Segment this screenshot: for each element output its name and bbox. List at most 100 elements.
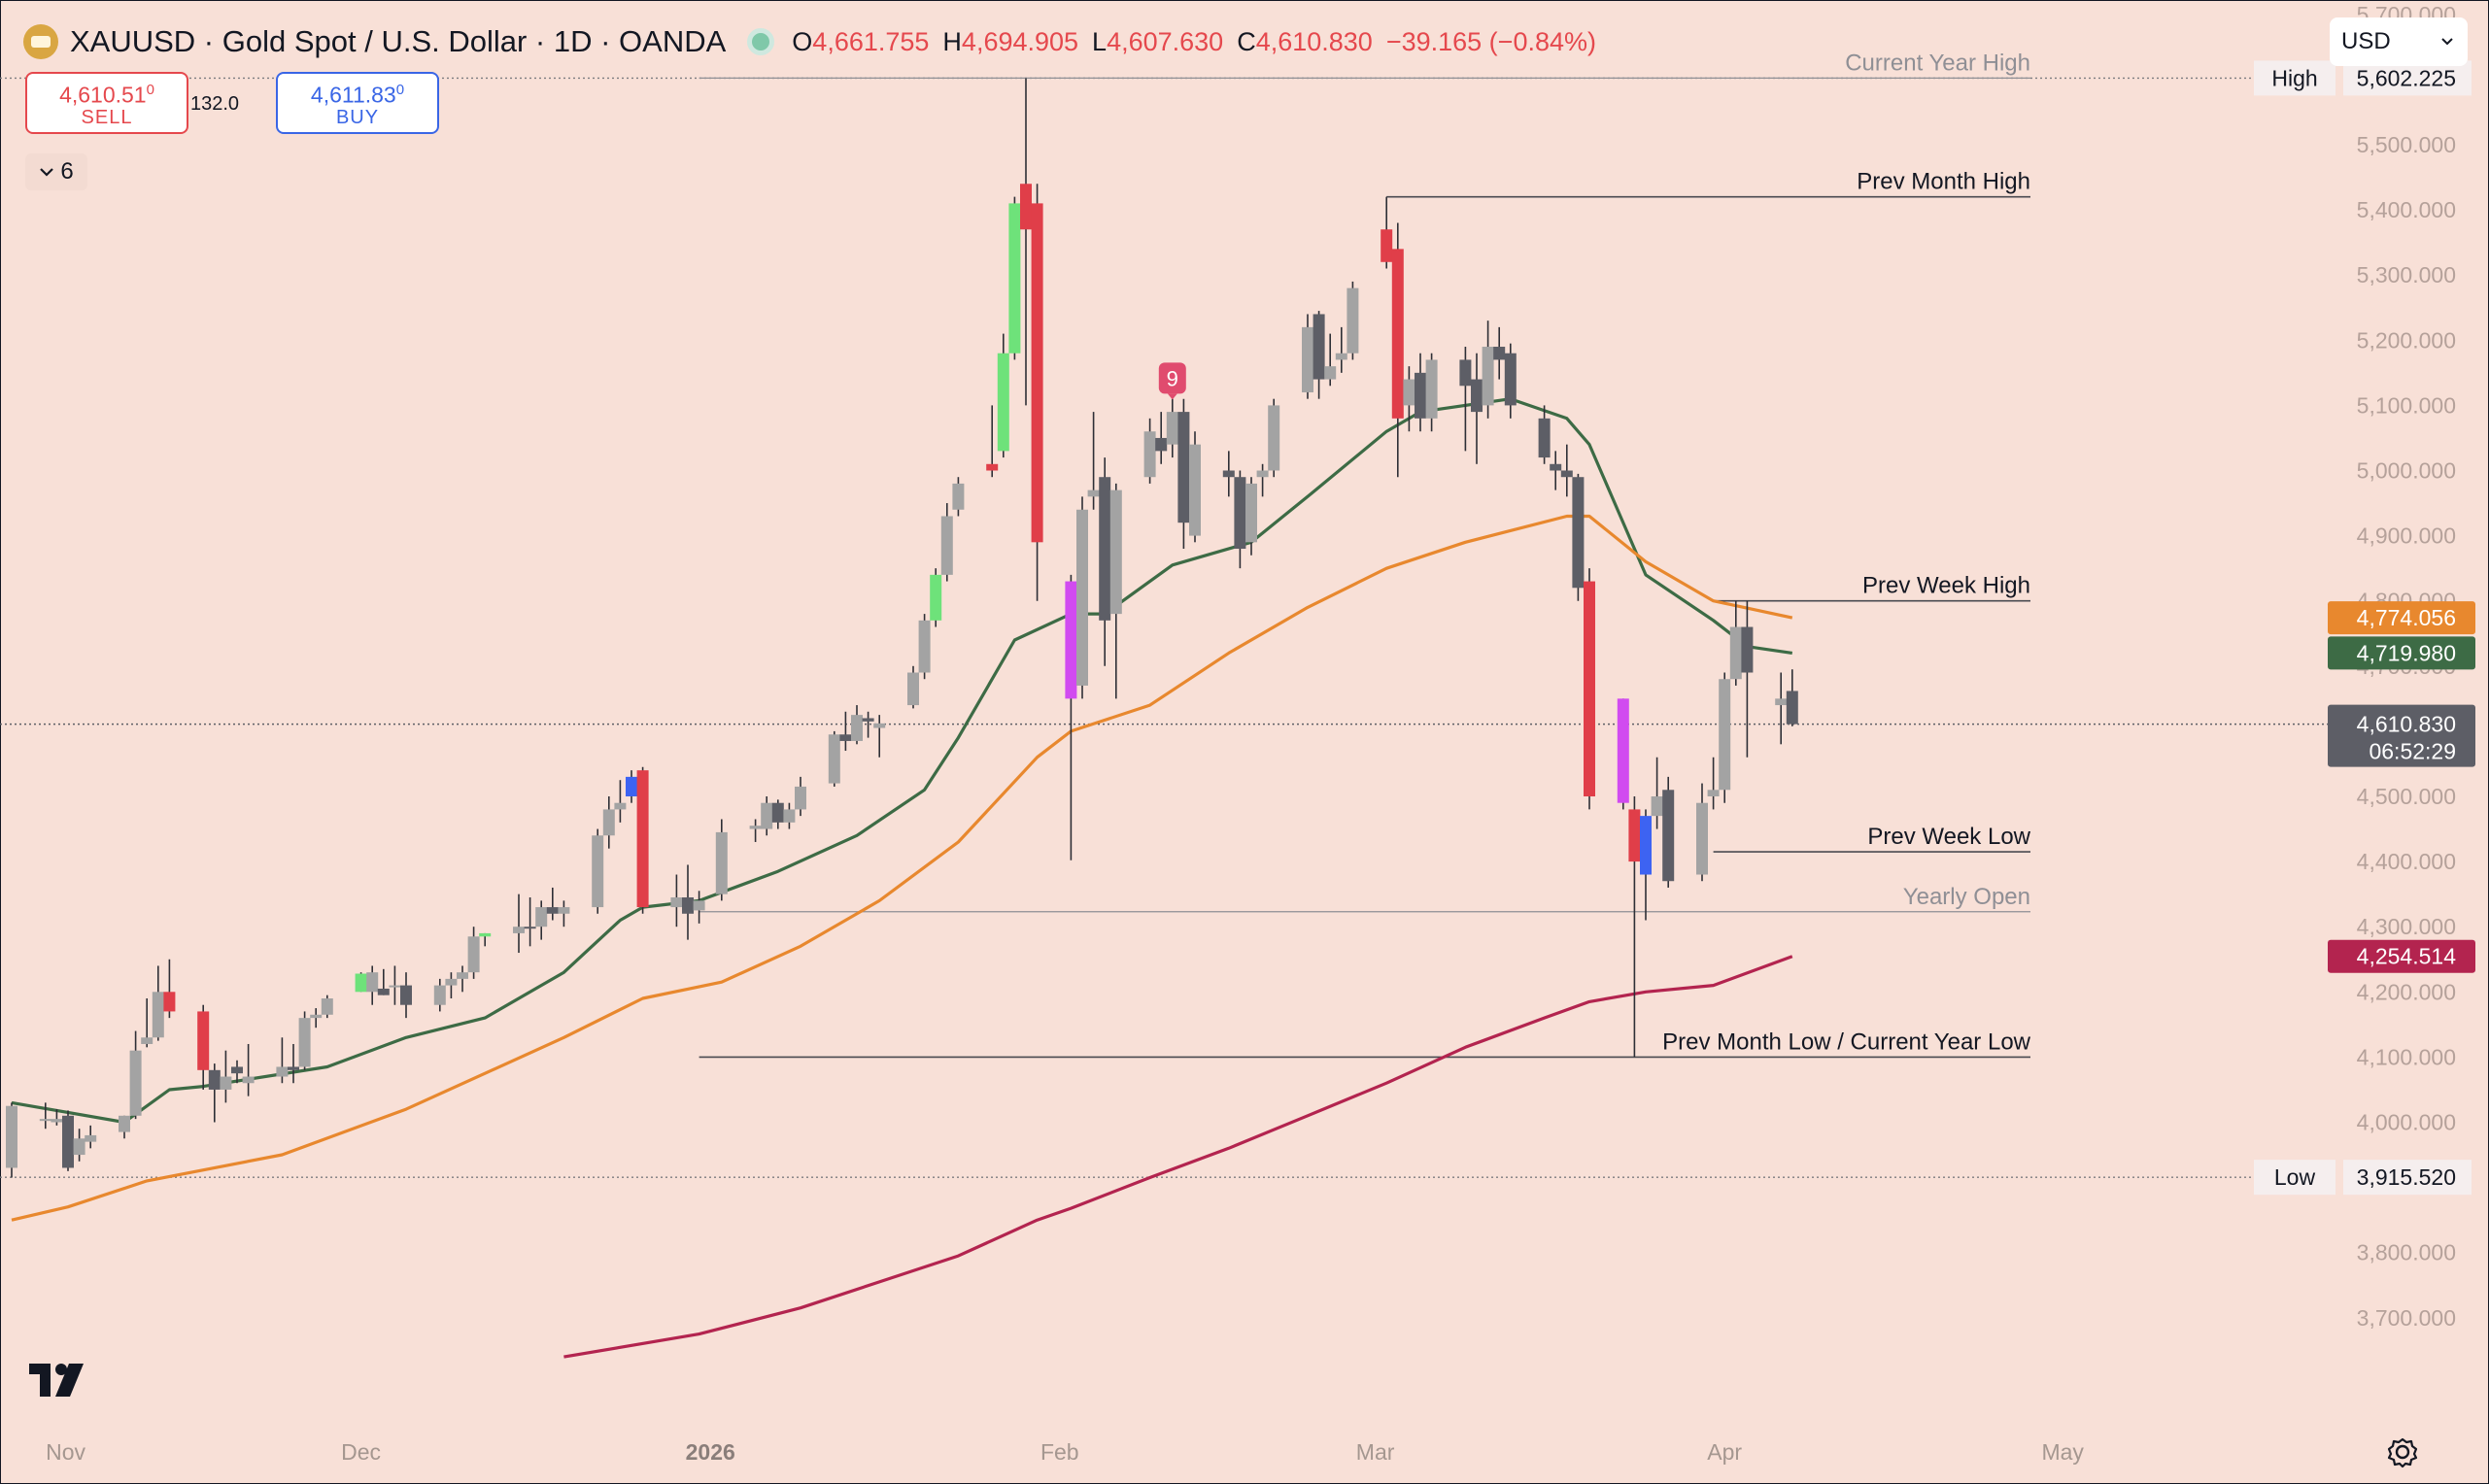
candle-body[interactable]: [129, 1050, 142, 1116]
symbol-title[interactable]: XAUUSD · Gold Spot / U.S. Dollar · 1D · …: [70, 24, 727, 58]
candle-body[interactable]: [614, 802, 627, 810]
candle-body[interactable]: [321, 998, 333, 1015]
candle-body[interactable]: [1504, 353, 1517, 406]
candle-body[interactable]: [513, 927, 525, 933]
tradingview-logo-icon[interactable]: [29, 1364, 91, 1397]
candle-body[interactable]: [1143, 431, 1156, 478]
candle-body[interactable]: [1008, 203, 1021, 354]
candle-body[interactable]: [1222, 470, 1235, 478]
candle-body[interactable]: [670, 897, 683, 908]
candle-body[interactable]: [1391, 249, 1404, 419]
buy-button[interactable]: 4,611.830 BUY: [276, 72, 439, 134]
candle-body[interactable]: [457, 972, 468, 979]
event-marker-badge[interactable]: [1158, 362, 1186, 394]
candle-body[interactable]: [310, 1014, 323, 1019]
candle-body[interactable]: [288, 1066, 299, 1070]
candle-body[interactable]: [1099, 477, 1111, 621]
candle-body[interactable]: [479, 932, 492, 937]
candle-body[interactable]: [907, 672, 919, 706]
candle-body[interactable]: [1020, 184, 1032, 230]
candle-body[interactable]: [1109, 489, 1122, 615]
candle-body[interactable]: [1425, 359, 1438, 419]
candle-body[interactable]: [1381, 229, 1393, 262]
candle-body[interactable]: [1302, 326, 1313, 392]
candle-body[interactable]: [1662, 790, 1675, 882]
candle-body[interactable]: [276, 1066, 289, 1077]
candle-body[interactable]: [693, 900, 705, 911]
candle-body[interactable]: [1087, 489, 1100, 497]
candle-body[interactable]: [851, 715, 863, 741]
market-status-icon[interactable]: [747, 28, 775, 55]
candle-body[interactable]: [1651, 796, 1663, 817]
candle-body[interactable]: [1560, 470, 1573, 478]
candle-body[interactable]: [715, 831, 728, 894]
candle-body[interactable]: [839, 734, 852, 741]
candle-body[interactable]: [1459, 359, 1472, 387]
candle-body[interactable]: [152, 992, 164, 1038]
candle-body[interactable]: [1696, 802, 1708, 875]
candle-body[interactable]: [366, 972, 379, 993]
candle-body[interactable]: [524, 927, 536, 929]
candle-body[interactable]: [1471, 379, 1483, 413]
candle-body[interactable]: [355, 973, 367, 993]
candle-body[interactable]: [1572, 477, 1585, 589]
candle-body[interactable]: [1538, 418, 1551, 458]
candle-body[interactable]: [1234, 477, 1246, 550]
candle-body[interactable]: [862, 718, 874, 722]
candle-body[interactable]: [467, 936, 480, 973]
candle-body[interactable]: [918, 620, 931, 673]
candle-body[interactable]: [1031, 203, 1043, 543]
candle-body[interactable]: [602, 809, 615, 836]
candle-body[interactable]: [592, 835, 604, 908]
candle-body[interactable]: [389, 985, 401, 988]
candle-body[interactable]: [1617, 698, 1629, 803]
candle-body[interactable]: [1256, 470, 1269, 478]
candle-body[interactable]: [445, 978, 458, 986]
candle-body[interactable]: [558, 907, 570, 914]
candle-body[interactable]: [141, 1037, 153, 1044]
candle-body[interactable]: [795, 786, 806, 810]
candle-body[interactable]: [1268, 405, 1280, 471]
currency-select[interactable]: USD: [2330, 17, 2468, 66]
candle-body[interactable]: [1550, 463, 1562, 471]
candle-body[interactable]: [986, 463, 999, 471]
candle-body[interactable]: [163, 992, 176, 1012]
candle-body[interactable]: [1177, 412, 1190, 523]
candle-body[interactable]: [1482, 347, 1494, 406]
candle-body[interactable]: [682, 897, 694, 914]
candle-body[interactable]: [1640, 816, 1652, 875]
candle-body[interactable]: [231, 1066, 243, 1074]
candle-body[interactable]: [940, 516, 953, 575]
gear-icon[interactable]: [2386, 1435, 2419, 1468]
candle-body[interactable]: [51, 1119, 63, 1123]
candle-body[interactable]: [636, 770, 649, 908]
candle-body[interactable]: [1403, 379, 1415, 406]
candle-body[interactable]: [39, 1119, 51, 1122]
candle-body[interactable]: [1065, 581, 1077, 699]
candle-body[interactable]: [119, 1115, 130, 1132]
candle-body[interactable]: [1741, 626, 1754, 673]
candle-body[interactable]: [1628, 809, 1641, 862]
candle-body[interactable]: [1189, 444, 1201, 536]
candle-body[interactable]: [952, 483, 965, 510]
candle-body[interactable]: [873, 723, 886, 728]
candle-body[interactable]: [1347, 287, 1359, 354]
candle-body[interactable]: [298, 1018, 311, 1067]
sell-button[interactable]: 4,610.510 SELL: [25, 72, 188, 134]
candle-body[interactable]: [1729, 626, 1742, 680]
candle-body[interactable]: [400, 985, 412, 1005]
candle-body[interactable]: [242, 1076, 255, 1084]
candle-body[interactable]: [62, 1115, 74, 1168]
candle-body[interactable]: [1415, 372, 1426, 419]
candle-body[interactable]: [749, 826, 762, 829]
candle-body[interactable]: [6, 1105, 17, 1168]
candle-body[interactable]: [1335, 353, 1347, 360]
candle-body[interactable]: [73, 1138, 85, 1156]
candle-body[interactable]: [85, 1134, 97, 1142]
candle-body[interactable]: [208, 1069, 221, 1090]
candle-body[interactable]: [197, 1011, 210, 1070]
candle-body[interactable]: [1166, 412, 1178, 445]
candle-body[interactable]: [1076, 509, 1088, 686]
candle-body[interactable]: [535, 907, 548, 928]
